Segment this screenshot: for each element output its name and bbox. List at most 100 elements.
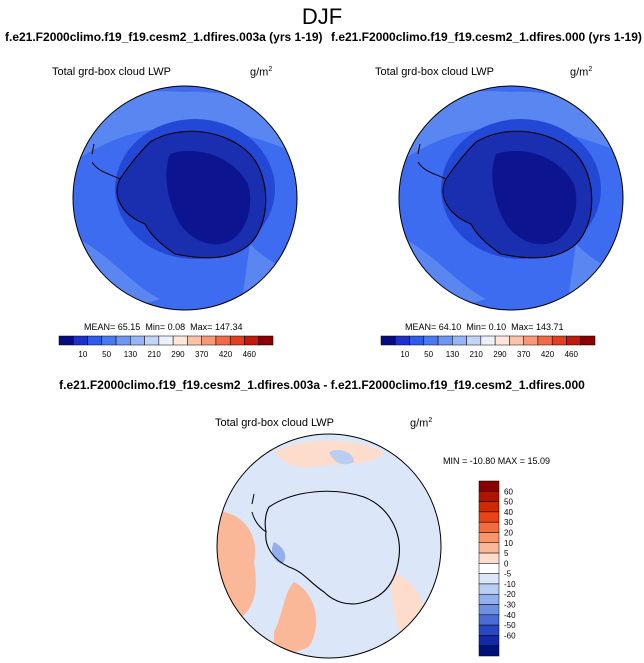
left-case-title: f.e21.F2000climo.f19_f19.cesm2_1.dfires.… — [5, 30, 323, 44]
diff-variable-label: Total grd-box cloud LWP — [215, 417, 335, 429]
right-map — [398, 85, 624, 311]
colorbar-swatch — [395, 335, 410, 346]
colorbar-swatch — [229, 335, 245, 346]
colorbar-tick-label: -50 — [504, 621, 516, 630]
colorbar-swatch — [551, 335, 567, 346]
colorbar-tick-label: 30 — [504, 518, 513, 527]
right-colorbar: 10 50 130 210 290 370 420 460 — [380, 335, 596, 359]
colorbar-swatch — [478, 614, 500, 626]
continent-core — [492, 150, 577, 245]
colorbar-swatch — [478, 604, 500, 616]
colorbar-swatch — [523, 335, 539, 346]
negative-anomaly-peninsula — [271, 542, 286, 564]
colorbar-tick-label: 370 — [195, 350, 209, 359]
colorbar-swatch — [478, 593, 500, 605]
colorbar-swatch — [494, 335, 510, 346]
left-units-label: g/m2 — [250, 66, 273, 79]
colorbar-tick-label: 50 — [504, 498, 513, 507]
colorbar-tick-label: 130 — [446, 350, 460, 359]
colorbar-tick-label: 420 — [219, 350, 233, 359]
negative-anomaly-north — [329, 450, 354, 465]
colorbar-tick-label: 40 — [504, 508, 513, 517]
colorbar-swatch — [187, 335, 202, 346]
colorbar-tick-label: 460 — [565, 350, 579, 359]
colorbar-swatch — [130, 335, 145, 346]
left-map — [72, 85, 298, 311]
colorbar-swatch — [466, 335, 482, 346]
colorbar-swatch — [244, 335, 259, 346]
colorbar-swatch — [73, 335, 88, 346]
colorbar-swatch — [478, 491, 500, 502]
colorbar-swatch — [478, 645, 500, 657]
antarctica-coastline — [264, 490, 400, 605]
antarctica-coastline — [442, 130, 593, 259]
colorbar-tick-label: 210 — [469, 350, 483, 359]
colorbar-swatch — [480, 335, 496, 346]
colorbar-swatch — [478, 624, 500, 636]
antarctica-coastline — [116, 130, 267, 259]
colorbar-swatch — [478, 501, 500, 513]
colorbar-tick-label: 290 — [493, 350, 507, 359]
colorbar-tick-label: 10 — [400, 350, 409, 359]
right-stats: MEAN= 64.10 Min= 0.10 Max= 143.71 — [405, 322, 564, 332]
colorbar-swatch — [380, 335, 396, 346]
right-units-label: g/m2 — [570, 66, 593, 79]
right-case-title: f.e21.F2000climo.f19_f19.cesm2_1.dfires.… — [331, 30, 642, 44]
colorbar-swatch — [215, 335, 231, 346]
colorbar-tick-label: -30 — [504, 601, 516, 610]
colorbar-tick-label: 50 — [102, 350, 111, 359]
colorbar-swatch — [144, 335, 160, 346]
colorbar-swatch — [478, 552, 500, 564]
peninsula-coastline — [417, 143, 447, 180]
colorbar-swatch — [258, 335, 274, 346]
colorbar-tick-label: 10 — [78, 350, 87, 359]
colorbar-swatch — [87, 335, 103, 346]
colorbar-swatch — [478, 480, 500, 492]
colorbar-tick-label: 290 — [171, 350, 185, 359]
colorbar-tick-label: -20 — [504, 590, 516, 599]
colorbar-swatch — [423, 335, 439, 346]
colorbar-tick-label: 460 — [243, 350, 257, 359]
diff-stats: MIN = -10.80 MAX = 15.09 — [443, 456, 551, 466]
left-variable-label: Total grd-box cloud LWP — [52, 66, 172, 78]
colorbar-swatch — [478, 635, 500, 646]
colorbar-swatch — [509, 335, 524, 346]
colorbar-swatch — [537, 335, 553, 346]
right-map-border — [398, 85, 624, 311]
diff-map — [216, 433, 442, 659]
colorbar-swatch — [172, 335, 188, 346]
colorbar-tick-label: 20 — [504, 528, 513, 537]
colorbar-tick-label: 60 — [504, 487, 513, 496]
colorbar-swatch — [478, 583, 500, 595]
colorbar-swatch — [201, 335, 217, 346]
left-colorbar: 10 50 130 210 290 370 420 460 — [58, 335, 274, 359]
colorbar-tick-label: -40 — [504, 611, 516, 620]
positive-anomaly-north — [274, 440, 384, 468]
colorbar-tick-label: -10 — [504, 580, 516, 589]
left-stats: MEAN= 65.15 Min= 0.08 Max= 147.34 — [84, 322, 243, 332]
colorbar-tick-label: 10 — [504, 539, 513, 548]
colorbar-swatch — [580, 335, 596, 346]
left-map-border — [72, 85, 298, 311]
diff-units-label: g/m2 — [410, 417, 433, 430]
colorbar-swatch — [478, 511, 500, 523]
colorbar-tick-label: -5 — [504, 570, 512, 579]
colorbar-swatch — [158, 335, 174, 346]
diff-case-title: f.e21.F2000climo.f19_f19.cesm2_1.dfires.… — [59, 378, 585, 392]
colorbar-tick-label: 130 — [124, 350, 138, 359]
colorbar-swatch — [101, 335, 117, 346]
diff-map-border — [216, 433, 442, 659]
colorbar-tick-label: 5 — [504, 549, 509, 558]
colorbar-swatch — [566, 335, 581, 346]
colorbar-swatch — [478, 563, 500, 574]
colorbar-swatch — [58, 335, 74, 346]
colorbar-tick-label: 50 — [424, 350, 433, 359]
colorbar-swatch — [478, 573, 500, 585]
colorbar-swatch — [452, 335, 467, 346]
right-variable-label: Total grd-box cloud LWP — [375, 66, 495, 78]
colorbar-swatch — [437, 335, 453, 346]
colorbar-swatch — [478, 521, 500, 533]
colorbar-swatch — [478, 542, 500, 554]
colorbar-swatch — [115, 335, 131, 346]
